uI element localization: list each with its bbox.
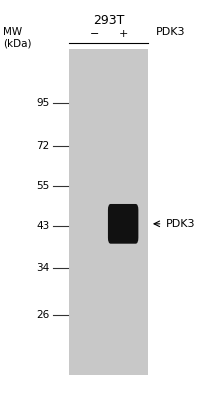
Text: −: − bbox=[90, 29, 99, 39]
Text: MW
(kDa): MW (kDa) bbox=[3, 27, 32, 49]
Text: 72: 72 bbox=[36, 141, 50, 151]
Text: 43: 43 bbox=[36, 221, 50, 231]
Text: 26: 26 bbox=[36, 310, 50, 320]
Text: +: + bbox=[118, 29, 128, 39]
FancyBboxPatch shape bbox=[108, 204, 138, 244]
Text: 293T: 293T bbox=[93, 14, 125, 27]
Text: 55: 55 bbox=[36, 181, 50, 191]
Text: PDK3: PDK3 bbox=[166, 219, 196, 229]
Text: PDK3: PDK3 bbox=[155, 27, 185, 37]
Text: 34: 34 bbox=[36, 262, 50, 272]
Text: 95: 95 bbox=[36, 98, 50, 108]
FancyBboxPatch shape bbox=[69, 49, 148, 375]
